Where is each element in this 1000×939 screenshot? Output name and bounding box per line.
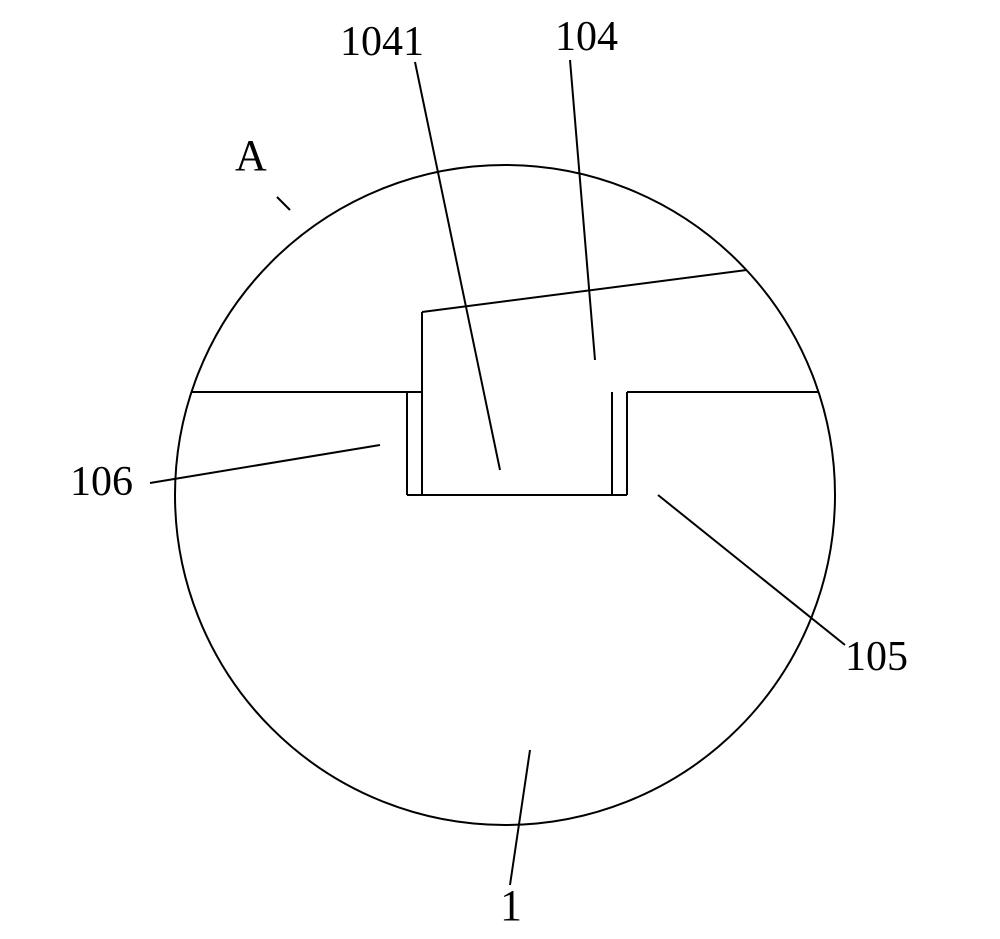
label-105: 105	[845, 634, 908, 680]
leader-106	[150, 445, 380, 483]
label-106: 106	[70, 459, 133, 505]
label-A: A	[235, 131, 267, 180]
leader-104	[570, 60, 595, 360]
callout-labels: A 1041 104 106 105 1	[70, 14, 908, 930]
leader-105	[658, 495, 845, 645]
part-outline	[155, 256, 855, 495]
leader-A	[277, 197, 290, 210]
leader-1041	[415, 62, 500, 470]
label-1: 1	[500, 881, 522, 930]
label-104: 104	[555, 14, 618, 60]
leader-1	[510, 750, 530, 885]
technical-diagram: A 1041 104 106 105 1	[0, 0, 1000, 939]
leader-lines	[150, 60, 845, 885]
label-1041: 1041	[340, 19, 424, 65]
